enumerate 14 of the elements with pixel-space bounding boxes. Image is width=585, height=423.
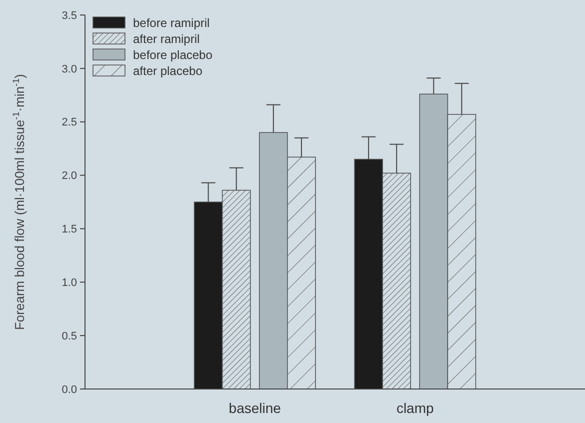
y-tick-label: 1.5 [62, 224, 77, 236]
y-tick-label: 2.0 [62, 170, 77, 182]
legend-label: after ramipril [133, 32, 200, 46]
legend-label: after placebo [133, 64, 203, 78]
y-tick-label: 3.0 [62, 63, 77, 76]
x-tick-label: baseline [228, 400, 282, 416]
y-tick-label: 3.5 [62, 10, 77, 22]
y-tick-label: 0.0 [62, 384, 77, 396]
legend-label: before placebo [133, 48, 213, 62]
y-tick-label: 2.5 [62, 116, 77, 129]
y-tick-label: 0.5 [62, 330, 77, 342]
legend-label: before ramipril [133, 16, 210, 30]
y-tick-label: 1.0 [62, 276, 77, 289]
x-tick-label: clamp [396, 400, 434, 416]
